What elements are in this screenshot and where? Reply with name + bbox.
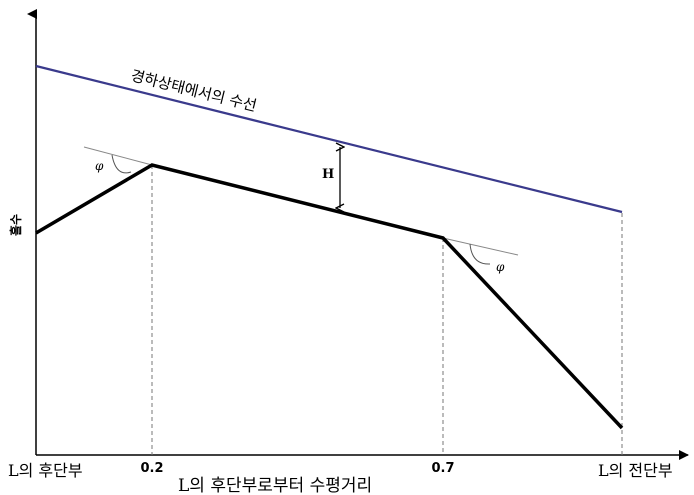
tick-0.7: 0.7 bbox=[431, 461, 454, 476]
height-label: H bbox=[322, 167, 334, 182]
draft-profile-line bbox=[35, 163, 624, 430]
angle-ref-left bbox=[83, 146, 153, 166]
x-axis-title: L의 후단부로부터 수평거리 bbox=[178, 476, 372, 495]
angle-ref-right bbox=[442, 237, 519, 256]
angle-arc-right bbox=[469, 243, 491, 265]
phi-left: φ bbox=[95, 159, 104, 173]
light-waterline bbox=[35, 64, 623, 214]
tick-0.2: 0.2 bbox=[140, 461, 163, 476]
phi-right: φ bbox=[496, 260, 505, 274]
waterline-label: 경하상태에서의 수선 bbox=[129, 66, 259, 115]
y-axis-label: 흘수 bbox=[8, 214, 23, 236]
angle-arc-left bbox=[111, 154, 132, 174]
tick-fwd-end: L의 전단부 bbox=[598, 461, 673, 480]
tick-aft-end: L의 후단부 bbox=[8, 461, 83, 480]
